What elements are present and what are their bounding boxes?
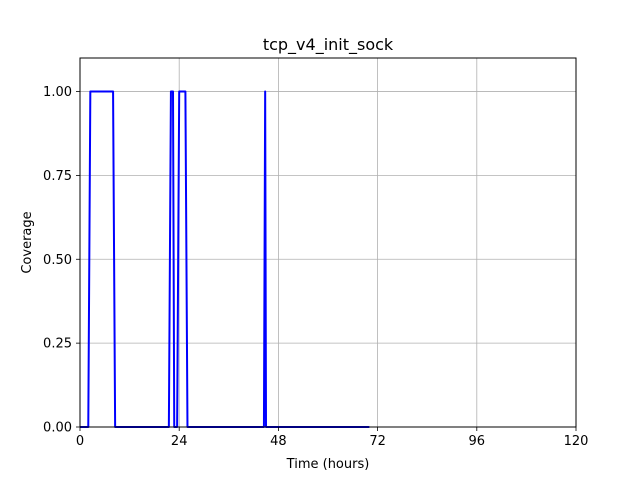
x-tick-label: 72: [369, 434, 386, 449]
x-tick-label: 0: [76, 434, 84, 449]
axis-ticks: 0 24 48 72 96 120 0.00 0.25 0.50 0.75 1.00: [43, 85, 588, 449]
y-tick-label: 0.50: [43, 253, 72, 268]
y-tick-label: 0.75: [43, 169, 72, 184]
chart-title: tcp_v4_init_sock: [263, 35, 394, 55]
x-tick-label: 120: [564, 434, 589, 449]
y-tick-label: 1.00: [43, 85, 72, 100]
x-tick-label: 96: [469, 434, 486, 449]
y-tick-label: 0.25: [43, 337, 72, 352]
plot-frame: [79, 57, 577, 428]
y-tick-label: 0.00: [43, 421, 72, 436]
x-axis-label: Time (hours): [286, 457, 370, 472]
x-tick-label: 24: [171, 434, 188, 449]
y-axis-label: Coverage: [20, 211, 35, 273]
x-tick-label: 48: [270, 434, 287, 449]
